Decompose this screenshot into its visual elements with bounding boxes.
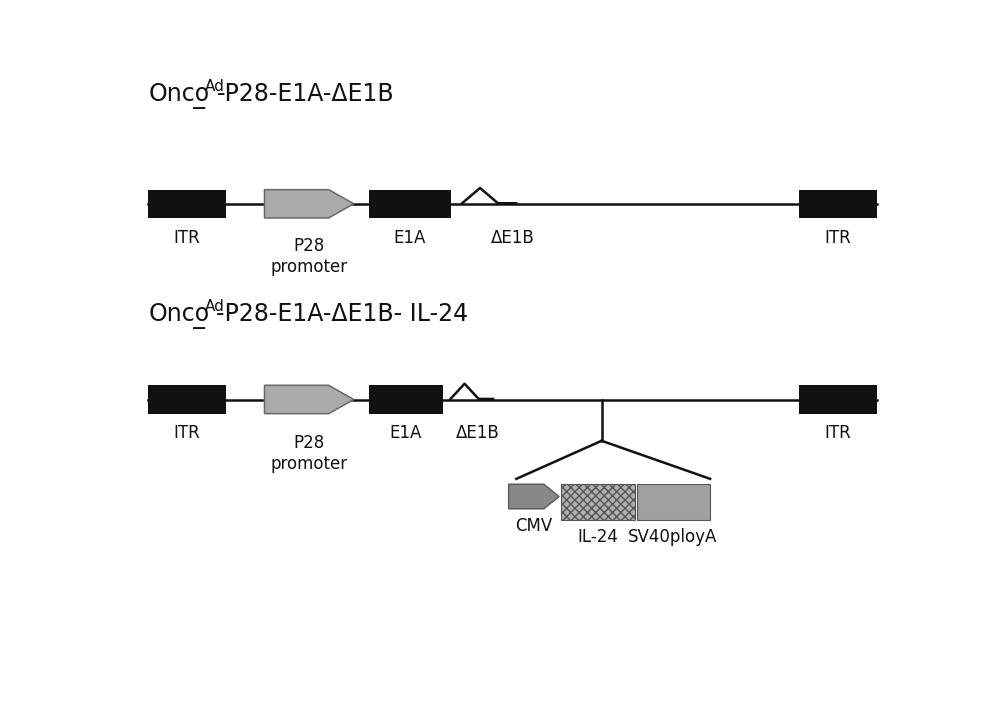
Text: E1A: E1A [393, 229, 426, 247]
Text: ITR: ITR [174, 229, 200, 247]
Text: Onco: Onco [148, 302, 209, 326]
Text: P28
promoter: P28 promoter [270, 433, 347, 472]
Text: ITR: ITR [825, 229, 851, 247]
Bar [369, 190, 450, 218]
Bar [561, 484, 635, 520]
Text: Onco: Onco [148, 82, 209, 106]
Text: -P28-E1A-ΔE1B- IL-24: -P28-E1A-ΔE1B- IL-24 [216, 302, 469, 326]
Bar [369, 385, 443, 414]
Bar [799, 385, 877, 414]
Bar [799, 190, 877, 218]
Text: IL-24: IL-24 [577, 528, 618, 546]
Bar [148, 190, 226, 218]
Text: ITR: ITR [174, 424, 200, 443]
Text: ΔE1B: ΔE1B [456, 424, 500, 443]
Text: Ad: Ad [205, 299, 225, 314]
Polygon shape [264, 385, 354, 414]
Text: Ad: Ad [205, 79, 225, 94]
Text: P28
promoter: P28 promoter [270, 237, 347, 276]
Bar [637, 484, 710, 520]
Text: -P28-E1A-ΔE1B: -P28-E1A-ΔE1B [216, 82, 394, 106]
Polygon shape [509, 484, 559, 509]
Text: ΔE1B: ΔE1B [491, 229, 534, 247]
Text: SV40ployA: SV40ployA [628, 528, 718, 546]
Text: E1A: E1A [389, 424, 422, 443]
Text: ITR: ITR [825, 424, 851, 443]
Bar [148, 385, 226, 414]
Text: CMV: CMV [515, 517, 552, 535]
Polygon shape [264, 190, 354, 218]
